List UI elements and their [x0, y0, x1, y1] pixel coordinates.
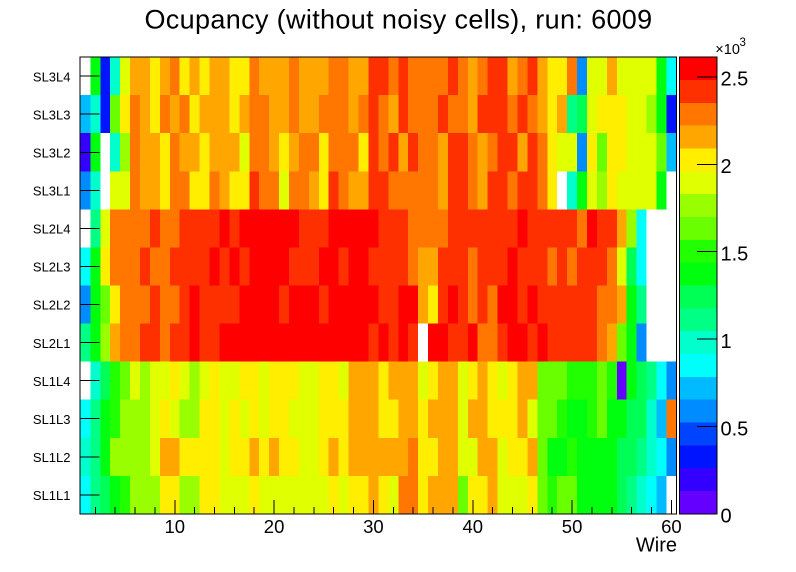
svg-text:SL2L4: SL2L4 [33, 222, 71, 237]
svg-text:SL3L2: SL3L2 [33, 145, 71, 160]
svg-text:2.5: 2.5 [721, 69, 749, 91]
svg-text:20: 20 [264, 516, 285, 537]
svg-text:SL2L1: SL2L1 [33, 336, 71, 351]
svg-text:SL3L1: SL3L1 [33, 184, 71, 199]
svg-text:SL2L3: SL2L3 [33, 260, 71, 275]
svg-text:Ocupancy (without noisy cells): Ocupancy (without noisy cells), run: 600… [144, 4, 652, 34]
svg-text:2: 2 [721, 156, 732, 178]
svg-text:50: 50 [562, 516, 583, 537]
svg-text:30: 30 [363, 516, 384, 537]
svg-text:SL1L3: SL1L3 [33, 412, 71, 427]
svg-text:1.5: 1.5 [721, 244, 749, 266]
svg-text:0: 0 [721, 506, 732, 528]
svg-text:60: 60 [661, 516, 682, 537]
svg-text:SL3L4: SL3L4 [33, 69, 71, 84]
svg-text:SL1L2: SL1L2 [33, 450, 71, 465]
svg-text:40: 40 [462, 516, 483, 537]
svg-text:SL1L1: SL1L1 [33, 488, 71, 503]
svg-text:0.5: 0.5 [721, 418, 749, 440]
svg-text:SL2L2: SL2L2 [33, 298, 71, 313]
svg-text:10: 10 [164, 516, 185, 537]
svg-text:1: 1 [721, 331, 732, 353]
svg-text:3: 3 [740, 37, 746, 49]
svg-text:Wire: Wire [636, 535, 677, 557]
svg-text:SL1L4: SL1L4 [33, 374, 71, 389]
svg-text:×10: ×10 [715, 42, 740, 58]
svg-text:SL3L3: SL3L3 [33, 107, 71, 122]
